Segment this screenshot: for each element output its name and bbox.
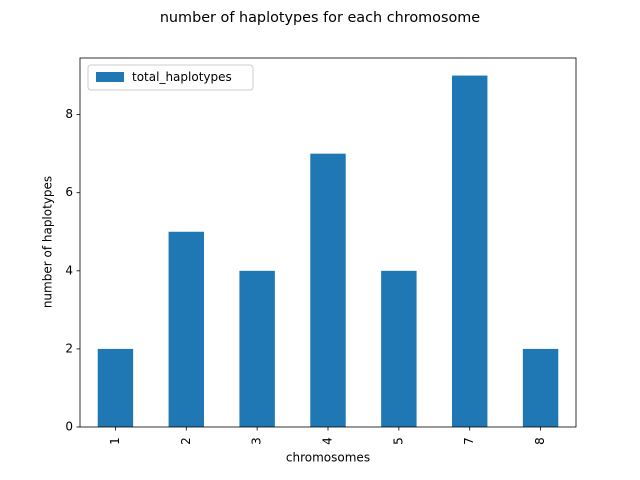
x-tick-label: 8 (533, 437, 547, 445)
x-tick-label: 3 (250, 437, 264, 445)
bar (310, 153, 346, 427)
x-tick-label: 7 (462, 437, 476, 445)
y-axis-label: number of haplotypes (41, 176, 55, 308)
x-tick-label: 5 (391, 437, 405, 445)
legend-frame (87, 64, 254, 91)
y-tick-label: 6 (65, 185, 73, 199)
bar (452, 75, 488, 428)
legend-label: total_haplotypes (132, 70, 232, 84)
bar (239, 270, 275, 427)
legend: total_haplotypes (87, 64, 254, 91)
y-tick-label: 8 (65, 107, 73, 121)
y-tick-label: 4 (65, 263, 73, 277)
legend-swatch (96, 72, 124, 82)
axes-frame (79, 57, 577, 428)
bar (522, 348, 559, 427)
bar (97, 348, 134, 427)
x-tick-label: 2 (179, 437, 193, 445)
bar (381, 270, 417, 427)
x-tick-label: 4 (321, 437, 335, 445)
y-tick-label: 2 (65, 341, 73, 355)
x-axis-label: chromosomes (286, 451, 370, 465)
plot-area: 0 2 4 6 8 1 2 3 4 5 7 8 (65, 75, 559, 445)
y-tick-label: 0 (65, 420, 73, 434)
x-tick-label: 1 (108, 437, 122, 445)
chart-title: number of haplotypes for each chromosome (160, 10, 480, 26)
bar (168, 231, 204, 427)
